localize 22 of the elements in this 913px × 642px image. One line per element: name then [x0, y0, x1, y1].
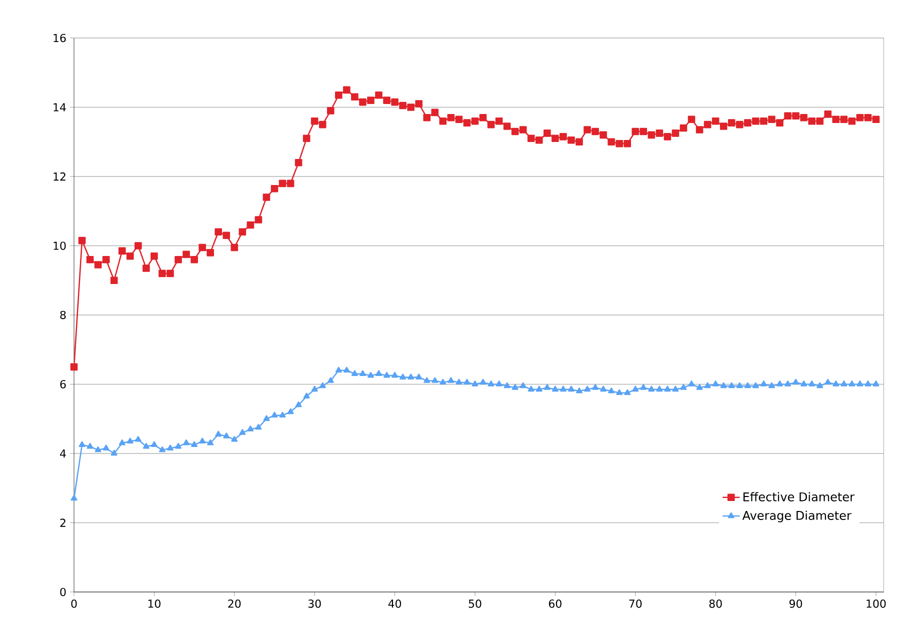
y-tick-label: 16 [54, 34, 66, 42]
x-tick-label: 100 [866, 600, 886, 608]
y-tick-label: 12 [54, 172, 66, 181]
x-tick-label: 90 [789, 600, 802, 608]
y-tick-label: 4 [60, 449, 66, 458]
x-tick-label: 40 [388, 600, 402, 608]
x-tick-label: 0 [71, 600, 77, 608]
y-tick-label: 14 [54, 103, 66, 112]
y-tick-label: 2 [60, 518, 66, 527]
legend-label: Average Diameter [742, 510, 852, 522]
x-tick-label: 10 [148, 600, 160, 608]
y-tick-label: 6 [60, 380, 66, 388]
x-tick-label: 50 [468, 600, 482, 608]
x-tick-label: 80 [709, 600, 722, 608]
x-tick-label: 30 [308, 600, 321, 608]
y-tick-label: 10 [54, 242, 66, 250]
x-tick-label: 20 [228, 600, 241, 608]
y-tick-label: 0 [60, 588, 66, 596]
x-tick-label: 60 [548, 600, 562, 608]
y-tick-label: 8 [60, 310, 66, 320]
x-tick-label: 70 [629, 600, 642, 608]
legend-label: Effective Diameter [743, 492, 854, 502]
